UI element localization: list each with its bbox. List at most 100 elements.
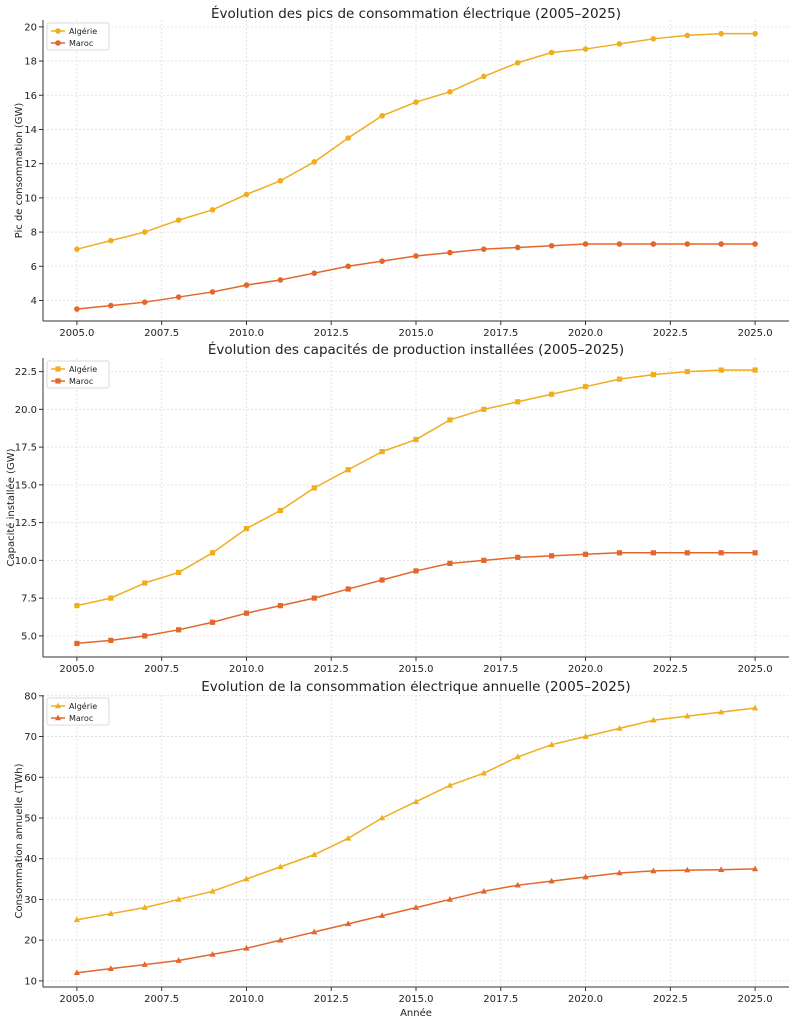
y-tick-label: 70 <box>24 732 37 743</box>
x-tick-label: 2020.0 <box>568 994 603 1005</box>
data-point <box>108 302 114 309</box>
data-point <box>345 135 351 141</box>
series-algerie <box>74 30 758 252</box>
data-point <box>345 834 352 841</box>
data-point <box>447 249 453 256</box>
data-point <box>243 526 250 532</box>
y-tick-label: 20.0 <box>15 405 37 416</box>
data-point <box>718 708 725 715</box>
data-point <box>108 595 114 601</box>
data-point <box>752 367 758 373</box>
data-point <box>142 580 148 586</box>
x-tick-label: 2017.5 <box>483 664 518 675</box>
data-point <box>515 399 521 405</box>
chart-title: Évolution des capacités de production in… <box>208 341 624 358</box>
data-point <box>243 282 250 288</box>
data-point <box>751 865 759 872</box>
data-point <box>718 241 724 247</box>
data-point <box>379 258 385 264</box>
data-point <box>481 406 487 412</box>
data-point <box>582 551 589 557</box>
data-point <box>684 712 691 719</box>
y-tick-label: 7.5 <box>21 594 37 605</box>
y-tick-label: 6 <box>31 262 37 273</box>
x-tick-label: 2012.5 <box>314 328 349 339</box>
data-point <box>413 568 419 574</box>
data-point <box>141 299 148 305</box>
y-tick-label: 16 <box>24 91 37 102</box>
y-tick-label: 80 <box>24 691 37 702</box>
data-point <box>74 603 80 609</box>
data-point <box>345 467 351 473</box>
x-tick-label: 2005.0 <box>59 664 94 675</box>
series-algerie <box>73 704 759 923</box>
series-algerie <box>74 367 758 609</box>
data-point <box>413 99 419 105</box>
data-point <box>548 49 555 56</box>
x-tick-label: 2010.0 <box>229 328 264 339</box>
data-point <box>616 241 623 247</box>
legend-marker <box>55 366 61 372</box>
x-tick-label: 2012.5 <box>314 994 349 1005</box>
data-point <box>650 550 656 556</box>
y-tick-label: 15.0 <box>15 480 37 491</box>
y-tick-label: 60 <box>24 773 37 784</box>
data-point <box>175 217 182 223</box>
data-point <box>616 376 623 382</box>
data-point <box>74 246 80 252</box>
legend-marker <box>55 28 61 34</box>
data-point <box>447 417 453 423</box>
data-point <box>175 957 182 963</box>
x-tick-label: 2005.0 <box>59 994 94 1005</box>
legend: Algérie Maroc <box>46 697 110 726</box>
x-tick-label: 2022.5 <box>653 328 688 339</box>
y-axis-label: Capacité installée (GW) <box>5 448 17 566</box>
x-tick-label: 2025.0 <box>738 328 773 339</box>
legend: Algérie Maroc <box>46 22 110 51</box>
x-tick-label: 2022.5 <box>653 664 688 675</box>
data-point <box>684 32 691 39</box>
data-point <box>718 367 724 373</box>
data-point <box>549 391 555 397</box>
data-point <box>277 507 283 514</box>
data-point <box>752 30 758 37</box>
data-point <box>379 577 385 583</box>
legend-marker <box>54 702 62 709</box>
legend-label: Maroc <box>69 377 93 386</box>
data-point <box>514 244 521 251</box>
data-point <box>718 866 725 873</box>
x-tick-label: 2020.0 <box>568 328 603 339</box>
y-tick-label: 17.5 <box>15 443 37 454</box>
data-point <box>481 73 487 80</box>
data-point <box>277 277 284 283</box>
data-point <box>412 798 420 805</box>
data-point <box>209 887 216 894</box>
data-point <box>548 242 555 249</box>
legend-marker <box>54 714 62 721</box>
chart-title: Évolution de la consommation électrique … <box>201 681 630 695</box>
data-point <box>141 229 148 235</box>
legend-label: Algérie <box>69 701 97 711</box>
data-point <box>616 724 623 731</box>
y-tick-label: 12 <box>24 159 37 170</box>
x-axis-label: Année <box>400 1007 432 1019</box>
x-tick-label: 2012.5 <box>314 664 349 675</box>
legend-label: Algérie <box>69 26 97 36</box>
data-point <box>514 753 521 760</box>
data-point <box>73 969 81 976</box>
data-point <box>311 159 318 165</box>
data-point <box>447 89 453 95</box>
data-point <box>582 733 589 739</box>
data-point <box>582 241 589 247</box>
data-point <box>378 814 386 821</box>
x-tick-label: 2015.0 <box>399 664 434 675</box>
x-tick-label: 2007.5 <box>144 328 179 339</box>
x-tick-label: 2025.0 <box>738 664 773 675</box>
data-point <box>616 869 623 876</box>
data-point <box>108 637 114 643</box>
chart-title: Évolution des pics de consommation élect… <box>211 5 621 22</box>
data-point <box>74 306 80 312</box>
data-point <box>616 550 623 556</box>
data-point <box>311 928 318 935</box>
